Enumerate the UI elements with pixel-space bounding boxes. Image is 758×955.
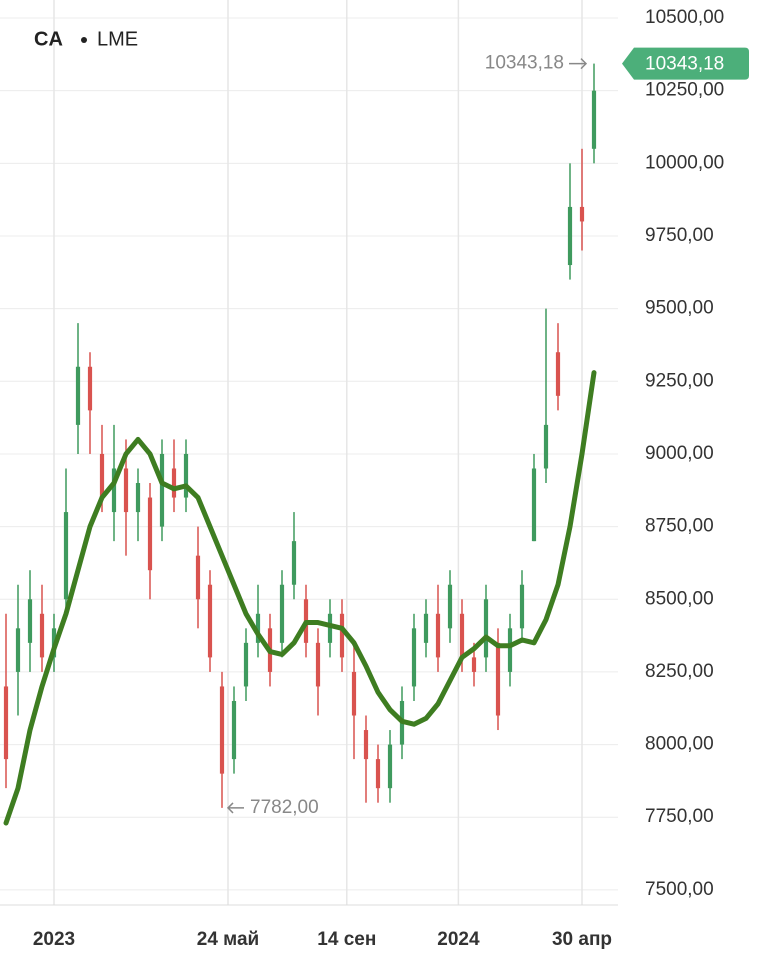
candle-body [39,613,45,658]
candle-body [195,555,201,600]
candle-body [351,671,357,716]
candle-body [219,686,225,774]
candle-body [459,613,465,658]
exchange: LME [97,28,138,50]
candle-body [411,628,417,687]
y-tick-label: 8000,00 [645,734,714,755]
candle-body [435,613,441,658]
annotation-arrow [226,802,244,814]
separator-dot [81,37,87,43]
min-price-annotation: 7782,00 [250,797,319,818]
candle-body [555,352,561,396]
candle-body [243,642,249,687]
candle-body [171,468,177,498]
x-tick-label: 30 апр [552,929,612,950]
candle-body [135,483,141,513]
candle-body [15,628,21,672]
candle-body [255,613,261,643]
y-tick-label: 10250,00 [645,80,724,101]
candle-body [99,453,105,498]
candle-body [75,366,81,425]
symbol: CA [34,28,63,50]
y-tick-label: 9750,00 [645,225,714,246]
candle-body [27,599,33,643]
candle-body [147,497,153,571]
candle-body [543,424,549,469]
y-tick-label: 7500,00 [645,879,714,900]
candle-body [471,657,477,672]
y-tick-label: 8250,00 [645,661,714,682]
y-tick-label: 9500,00 [645,298,714,319]
candle-body [591,90,597,149]
candle-body [423,613,429,643]
x-tick-label: 14 сен [317,929,376,950]
x-tick-label: 24 май [197,929,259,950]
y-tick-label: 7750,00 [645,806,714,827]
candle-body [363,730,369,760]
candle-body [231,700,237,760]
candle-body [567,206,573,266]
candle-body [279,584,285,643]
y-tick-label: 9250,00 [645,370,714,391]
candle-body [63,512,69,600]
candle-body [87,366,93,411]
x-tick-label: 2023 [33,929,75,950]
price-badge [622,47,749,80]
price-badge-label: 10343,18 [645,54,724,75]
candle-body [3,686,9,760]
candle-body [579,206,585,222]
candle-body [447,584,453,629]
moving-average [3,370,597,826]
y-tick-label: 9000,00 [645,443,714,464]
candle-body [507,628,513,672]
candle-body [339,613,345,658]
last-price-annotation: 10343,18 [485,53,564,74]
candle-body [291,541,297,585]
candle-body [483,599,489,658]
candle-body [183,453,189,498]
y-tick-label: 10000,00 [645,152,724,173]
x-tick-label: 2024 [437,929,480,950]
y-tick-label: 8500,00 [645,588,714,609]
y-tick-label: 10500,00 [645,7,724,28]
y-tick-label: 8750,00 [645,516,714,537]
candle-body [531,468,537,542]
candle-body [495,642,501,716]
candle-body [375,759,381,789]
candle-body [519,584,525,629]
candle-body [315,642,321,687]
candle-body [207,584,213,658]
candle-body [159,453,165,527]
annotation-arrow [569,58,588,70]
candle-body [123,468,129,513]
candle-body [327,613,333,643]
candle-body [387,744,393,789]
candle-body [111,468,117,513]
